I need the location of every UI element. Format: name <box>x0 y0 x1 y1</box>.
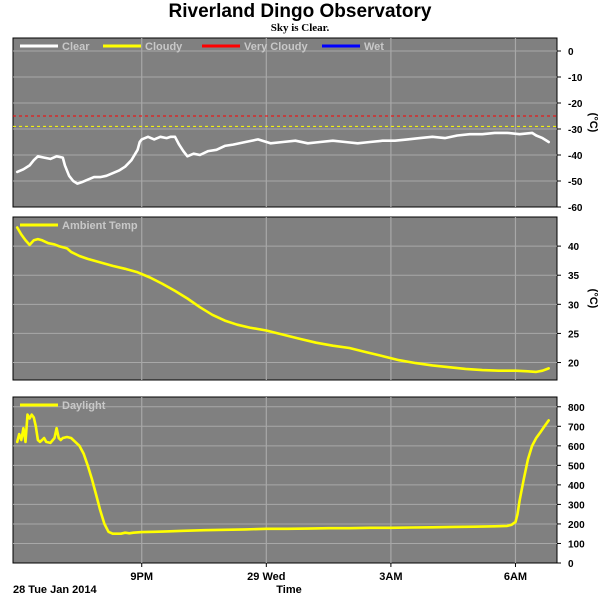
y-tick-label: -10 <box>568 73 583 84</box>
legend-label: Very Cloudy <box>244 41 308 53</box>
plot-area <box>12 216 558 381</box>
sky-status-subtitle: Sky is Clear. <box>270 22 330 34</box>
date-label: 28 Tue Jan 2014 <box>13 584 97 596</box>
y-axis-label: (°C) <box>587 113 599 133</box>
y-tick-label: 300 <box>568 500 585 511</box>
legend-label: Wet <box>364 41 384 53</box>
x-tick-label: 3AM <box>379 571 402 583</box>
daylight-panel: 800 700 600 500 400 300 200 100 0 Daylight <box>12 396 585 570</box>
y-tick-label: -60 <box>568 203 583 214</box>
x-axis-title: Time <box>276 584 301 596</box>
x-tick-label: 9PM <box>130 571 153 583</box>
y-tick-label: 700 <box>568 422 585 433</box>
y-tick-label: 100 <box>568 539 585 550</box>
y-tick-label: 20 <box>568 359 580 370</box>
y-tick-label: 800 <box>568 403 585 414</box>
legend-label: Clear <box>62 41 90 53</box>
series-line <box>15 226 551 374</box>
sky-temperature-panel: 0 -10 -20 -30 -40 -50 -60 (°C) Clear Cloudy Very C… <box>12 37 599 214</box>
y-tick-label: -20 <box>568 99 583 110</box>
x-tick-label: 6AM <box>504 571 527 583</box>
y-tick-label: 35 <box>568 271 580 282</box>
y-axis-label: (°C) <box>587 289 599 309</box>
legend-label: Daylight <box>62 400 106 412</box>
time-axis: 9PM 29 Wed 3AM 6AM <box>130 563 527 583</box>
page-title: Riverland Dingo Observatory <box>168 1 432 22</box>
y-tick-label: 30 <box>568 300 580 311</box>
y-tick-label: 25 <box>568 329 580 340</box>
plot-area <box>12 37 558 208</box>
ambient-temp-panel: 40 35 30 25 20 (°C) Ambient Temp <box>12 216 599 381</box>
y-tick-label: 0 <box>568 559 574 570</box>
series-line <box>15 131 551 185</box>
series-line <box>15 413 551 536</box>
y-tick-label: 0 <box>568 47 574 58</box>
y-tick-label: -40 <box>568 151 583 162</box>
plot-area <box>12 396 558 564</box>
y-tick-label: -30 <box>568 125 583 136</box>
y-tick-label: 600 <box>568 442 585 453</box>
y-tick-label: 200 <box>568 520 585 531</box>
legend-label: Ambient Temp <box>62 220 138 232</box>
y-tick-label: 400 <box>568 481 585 492</box>
y-tick-label: 40 <box>568 242 580 253</box>
x-tick-label: 29 Wed <box>247 571 285 583</box>
y-tick-label: 500 <box>568 461 585 472</box>
legend-label: Cloudy <box>145 41 183 53</box>
y-tick-label: -50 <box>568 177 583 188</box>
